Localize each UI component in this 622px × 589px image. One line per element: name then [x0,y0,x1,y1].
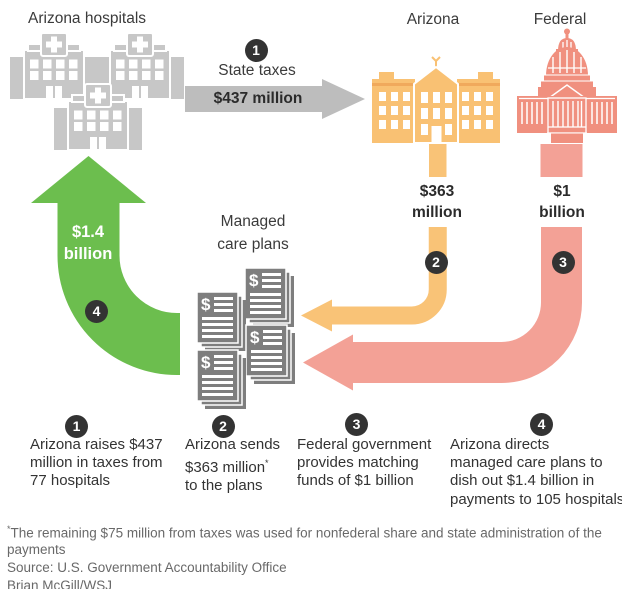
note-badge-4: 4 [530,412,553,436]
note-badge-2: 2 [211,414,235,438]
step-badge-3: 3 [551,250,575,274]
statehouse-building-icon [372,56,500,144]
credit-line: Brian McGill/WSJ [7,578,113,589]
step-badge-1: 1 [244,38,268,62]
state-taxes-label: State taxes [218,62,296,79]
footnote-line2: payments [7,542,66,557]
title-arizona-hospitals: Arizona hospitals [28,10,147,27]
step-badge-2: 2 [424,250,448,274]
federal-flow-arrow [303,144,583,391]
note-2: Arizona sends $363 million* to the plans [185,436,281,495]
footnote-line1: *The remaining $75 million from taxes wa… [7,524,602,541]
source-line: Source: U.S. Government Accountability O… [7,560,287,575]
note-3: Federal government provides matching fun… [297,436,432,490]
note-badge-3: 3 [345,412,368,436]
state-taxes-arrow [185,79,365,119]
capitol-building-icon [517,28,617,143]
hospital-building-icon [9,32,185,151]
arizona-amount-line2: million [412,204,462,221]
arizona-amount-line1: $363 [419,183,455,200]
return-amount-line1: $1.4 [71,223,105,241]
note-4: Arizona directs managed care plans to di… [450,436,622,508]
document-stack-icon [196,267,296,410]
managed-care-label-line1: Managed [220,213,286,230]
arizona-flow-arrow [301,144,447,332]
arizona-label: Arizona [406,11,460,28]
step-badge-4: 4 [85,299,108,323]
return-amount-line2: billion [63,245,113,263]
federal-amount-line2: billion [539,204,585,221]
federal-amount-line1: $1 [553,183,571,200]
note-badge-1: 1 [65,414,88,438]
green-return-arrow [31,156,180,375]
footnote-marker: * [265,458,269,469]
footnote-asterisk: * [7,524,11,534]
managed-care-label-line2: care plans [217,236,289,253]
federal-label: Federal [533,11,587,28]
state-taxes-amount: $437 million [213,90,303,107]
note-1: Arizona raises $437 million in taxes fro… [30,436,163,490]
